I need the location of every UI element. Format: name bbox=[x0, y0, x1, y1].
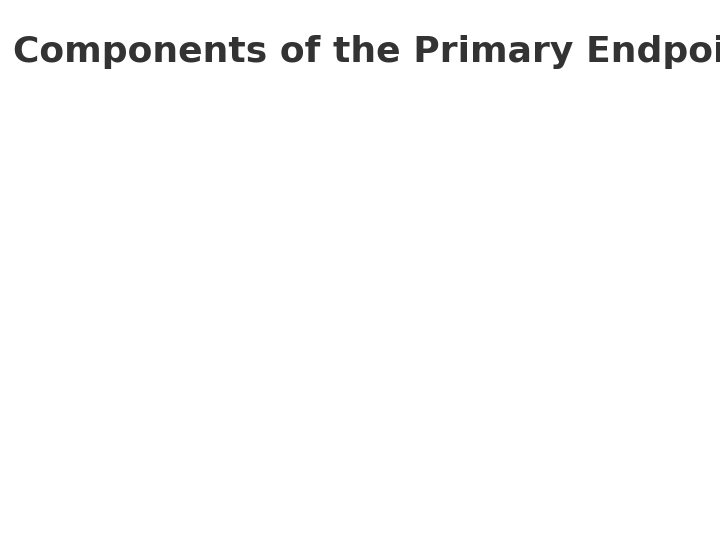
Text: 87 (10%): 87 (10%) bbox=[233, 262, 293, 275]
Text: 132 (15%): 132 (15%) bbox=[228, 410, 297, 423]
Text: 0.131: 0.131 bbox=[617, 410, 654, 423]
Text: 19 (2%): 19 (2%) bbox=[352, 466, 404, 480]
Text: 15 (2%): 15 (2%) bbox=[351, 358, 405, 371]
Text: 0.72 (0.35, 1.47): 0.72 (0.35, 1.47) bbox=[445, 466, 556, 480]
Text: Hazard Ratio: Hazard Ratio bbox=[452, 145, 549, 158]
Text: 0.93 (0.69, 1.24): 0.93 (0.69, 1.24) bbox=[445, 262, 556, 275]
Text: 155 (18%): 155 (18%) bbox=[343, 410, 413, 423]
Text: P Value: P Value bbox=[608, 145, 664, 158]
Text: 0.614: 0.614 bbox=[617, 262, 654, 275]
Text: Hospitalization for: Hospitalization for bbox=[14, 450, 136, 463]
Text: angina: angina bbox=[14, 477, 60, 490]
Text: 0.89 (0.75, 1.07): 0.89 (0.75, 1.07) bbox=[435, 212, 566, 226]
Text: 0.95 (0.66, 1.36): 0.95 (0.66, 1.36) bbox=[445, 310, 556, 323]
Text: Coronary: Coronary bbox=[14, 394, 75, 407]
Text: Death: Death bbox=[14, 262, 55, 275]
Text: 0.139: 0.139 bbox=[617, 358, 654, 371]
Text: 0.786: 0.786 bbox=[617, 310, 654, 323]
Text: Primary Endpoint: Primary Endpoint bbox=[14, 212, 150, 226]
Text: (N= 855): (N= 855) bbox=[345, 169, 411, 183]
Text: 58 (7%): 58 (7%) bbox=[237, 310, 289, 323]
Text: Placebo: Placebo bbox=[348, 145, 408, 158]
Text: 0.359: 0.359 bbox=[617, 466, 654, 480]
Text: Stroke: Stroke bbox=[14, 358, 57, 371]
Text: 253 (30%): 253 (30%) bbox=[338, 212, 418, 226]
Text: 12 (1%): 12 (1%) bbox=[236, 466, 289, 480]
Text: Components of the Primary Endpoint: Components of the Primary Endpoint bbox=[13, 35, 720, 69]
Text: 230 (27%): 230 (27%) bbox=[222, 212, 303, 226]
Text: High Dose Vitamins: High Dose Vitamins bbox=[189, 145, 336, 158]
Text: 0.212: 0.212 bbox=[613, 212, 658, 226]
Text: (95% CI): (95% CI) bbox=[469, 169, 532, 183]
Text: 61 (7%): 61 (7%) bbox=[352, 310, 404, 323]
Text: revascularization: revascularization bbox=[14, 421, 129, 434]
Text: (N= 853): (N= 853) bbox=[230, 169, 296, 183]
Text: 93 (11%): 93 (11%) bbox=[348, 262, 408, 275]
Text: 8 (1%): 8 (1%) bbox=[240, 358, 285, 371]
Text: Myocardial Infarction: Myocardial Infarction bbox=[14, 310, 154, 323]
Text: 0.53 (0.22, 1.25): 0.53 (0.22, 1.25) bbox=[445, 358, 556, 371]
Text: 0.84 (0.66, 1.05): 0.84 (0.66, 1.05) bbox=[445, 410, 556, 423]
